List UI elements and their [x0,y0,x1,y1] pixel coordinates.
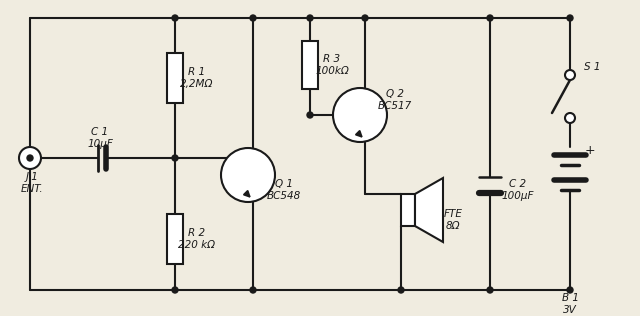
Text: R 1
2,2MΩ: R 1 2,2MΩ [180,67,214,89]
Circle shape [307,112,313,118]
Circle shape [487,287,493,293]
Polygon shape [415,178,443,242]
Circle shape [487,15,493,21]
Bar [167,214,183,264]
Circle shape [307,15,313,21]
Bar [167,53,183,103]
Circle shape [398,287,404,293]
Circle shape [172,15,178,21]
Circle shape [362,15,368,21]
Circle shape [565,70,575,80]
Circle shape [221,148,275,202]
Text: Q 1
BC548: Q 1 BC548 [267,179,301,201]
Circle shape [250,287,256,293]
Text: Q 2
BC517: Q 2 BC517 [378,89,412,111]
Circle shape [567,15,573,21]
Circle shape [19,147,41,169]
Text: R 3
100kΩ: R 3 100kΩ [315,54,349,76]
Circle shape [27,155,33,161]
Text: C 2
100μF: C 2 100μF [502,179,534,201]
Bar [302,41,318,89]
Circle shape [172,287,178,293]
Bar [401,194,415,226]
Text: R 2
220 kΩ: R 2 220 kΩ [179,228,216,250]
Text: +: + [585,143,595,156]
Text: J 1
ENT.: J 1 ENT. [20,172,44,194]
Circle shape [172,155,178,161]
Text: C 1
10μF: C 1 10μF [87,127,113,149]
Text: B 1
3V: B 1 3V [561,293,579,315]
Circle shape [565,113,575,123]
Circle shape [333,88,387,142]
Circle shape [567,287,573,293]
Text: FTE
8Ω: FTE 8Ω [444,209,463,231]
Circle shape [250,15,256,21]
Text: S 1: S 1 [584,62,600,72]
